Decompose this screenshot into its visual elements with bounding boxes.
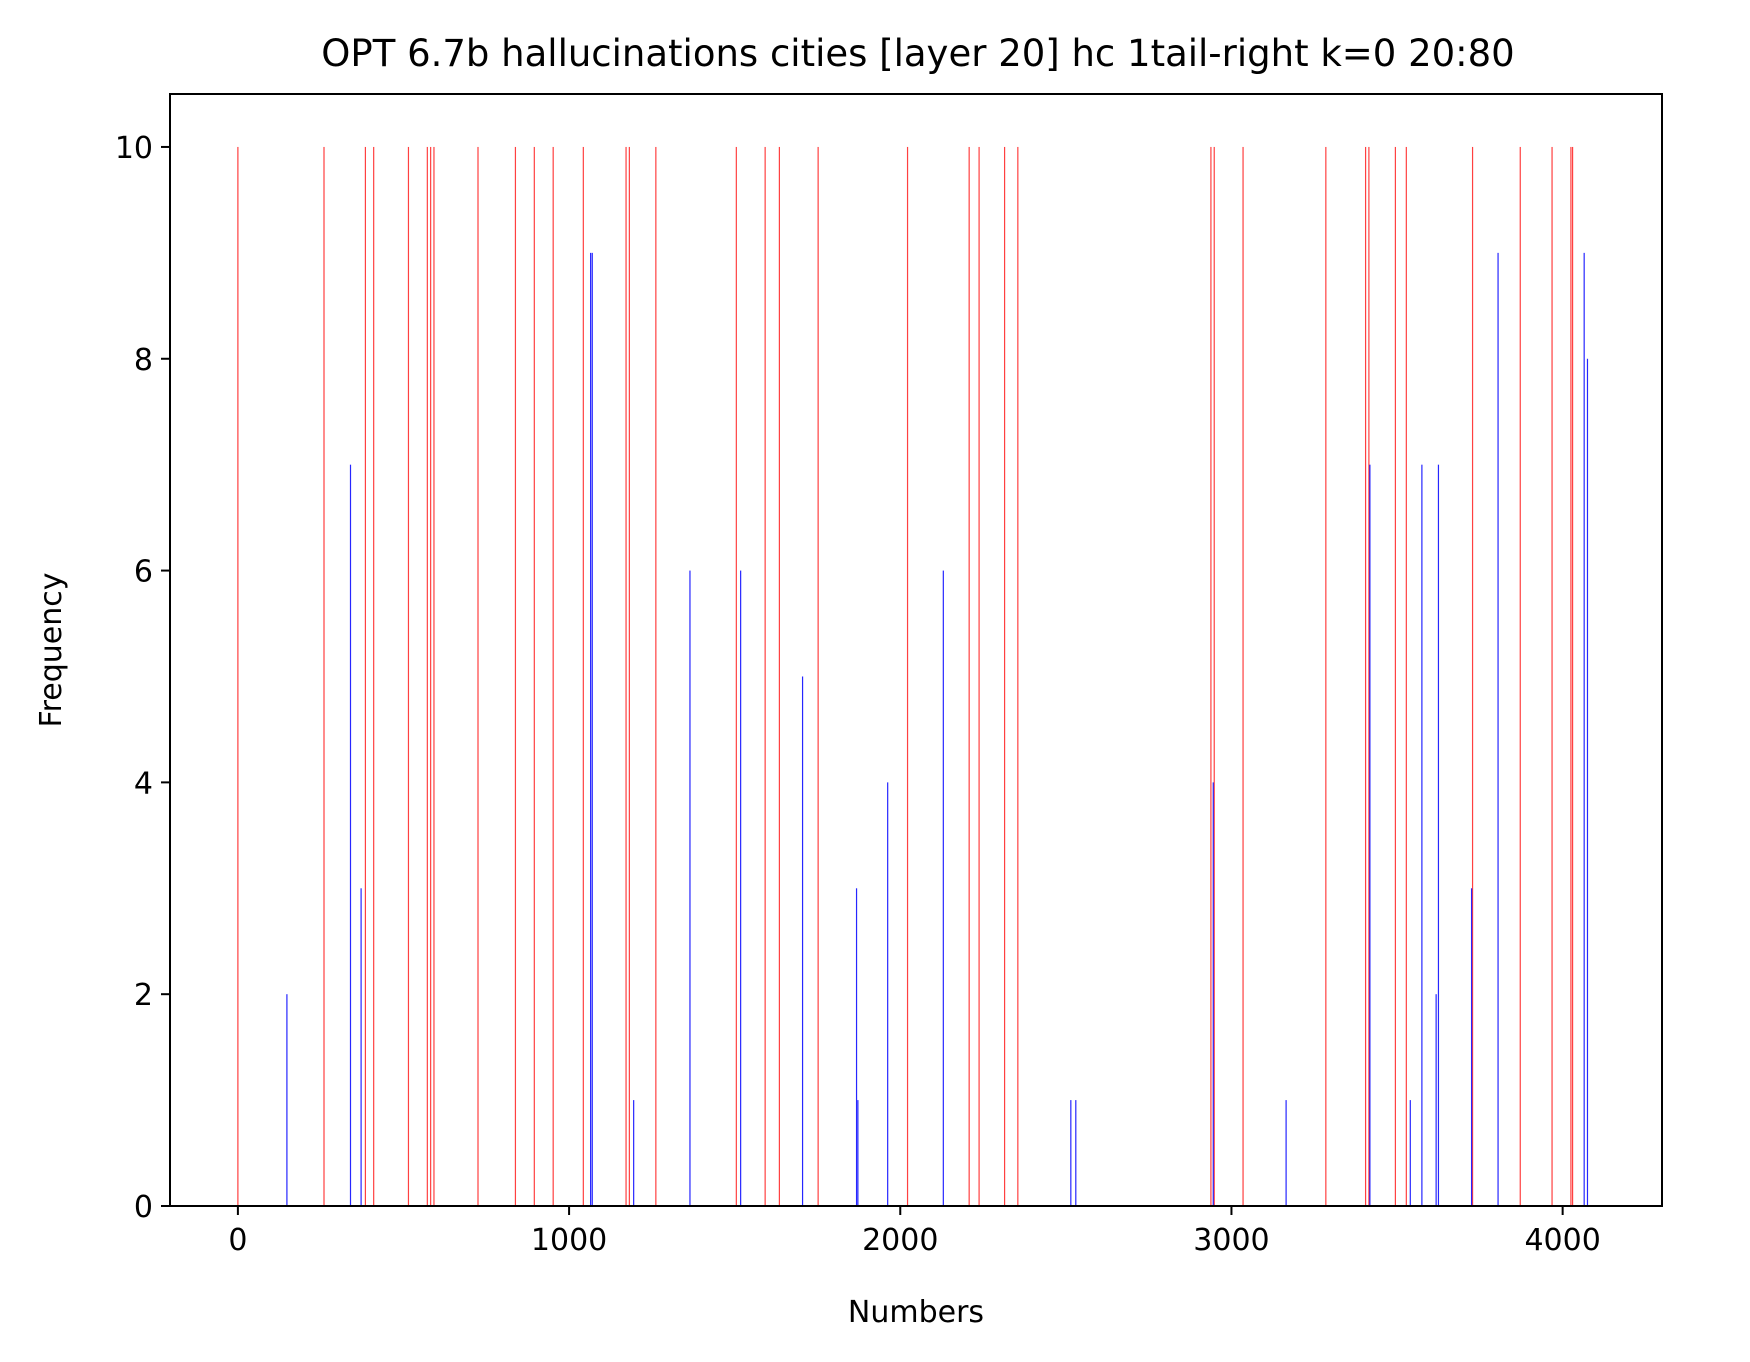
bar-blue-13 xyxy=(1070,1100,1072,1206)
bar-blue-5 xyxy=(633,1100,635,1206)
bar-red-33 xyxy=(1471,146,1474,1207)
bar-blue-20 xyxy=(1435,994,1437,1206)
bar-blue-9 xyxy=(855,888,858,1206)
bar-blue-25 xyxy=(1586,358,1589,1206)
bar-blue-16 xyxy=(1285,1100,1287,1206)
bar-red-7 xyxy=(433,146,435,1207)
bar-blue-17 xyxy=(1369,464,1371,1206)
x-axis-label: Numbers xyxy=(848,1295,984,1330)
y-axis: 0 2 4 6 8 10 xyxy=(115,131,170,1225)
y-tick-label: 8 xyxy=(134,343,153,378)
bar-red-5 xyxy=(426,146,428,1207)
bar-red-28 xyxy=(1325,146,1327,1207)
bar-red-22 xyxy=(978,146,980,1207)
bar-red-23 xyxy=(1003,146,1006,1207)
bar-red-11 xyxy=(552,146,554,1207)
bar-red-0 xyxy=(237,146,239,1207)
x-tick-label: 0 xyxy=(228,1223,247,1258)
bars-group xyxy=(237,146,1589,1207)
y-tick-label: 2 xyxy=(134,978,153,1013)
bar-blue-7 xyxy=(740,570,742,1206)
bar-blue-2 xyxy=(360,888,362,1206)
bar-blue-15 xyxy=(1212,782,1214,1206)
bar-blue-14 xyxy=(1075,1100,1077,1206)
chart-title: OPT 6.7b hallucinations cities [layer 20… xyxy=(321,32,1514,75)
bar-red-2 xyxy=(364,146,366,1207)
bar-blue-12 xyxy=(942,570,944,1206)
bar-red-1 xyxy=(323,146,325,1207)
bar-blue-6 xyxy=(689,570,691,1206)
bar-red-24 xyxy=(1017,146,1019,1207)
bar-red-9 xyxy=(514,146,517,1207)
y-axis-label: Frequency xyxy=(34,573,69,728)
bar-blue-3 xyxy=(590,252,592,1207)
bar-red-35 xyxy=(1551,146,1553,1207)
x-tick-label: 1000 xyxy=(531,1223,607,1258)
bar-red-36 xyxy=(1570,146,1572,1207)
bar-red-20 xyxy=(906,146,909,1207)
bar-blue-22 xyxy=(1470,888,1473,1206)
bar-red-32 xyxy=(1405,146,1407,1207)
bar-red-10 xyxy=(533,146,535,1207)
bar-red-12 xyxy=(582,146,584,1207)
bar-red-8 xyxy=(477,146,479,1207)
bar-blue-0 xyxy=(286,994,288,1206)
bar-blue-11 xyxy=(887,782,889,1206)
bar-red-17 xyxy=(764,146,766,1207)
x-tick-label: 2000 xyxy=(862,1223,938,1258)
bar-red-26 xyxy=(1213,146,1215,1207)
bar-blue-8 xyxy=(801,676,804,1206)
bar-red-13 xyxy=(625,146,627,1207)
bar-blue-1 xyxy=(349,464,352,1206)
bar-red-19 xyxy=(817,146,819,1207)
bar-red-16 xyxy=(735,146,737,1207)
bar-red-37 xyxy=(1571,146,1574,1207)
bar-red-15 xyxy=(655,146,657,1207)
bar-red-14 xyxy=(628,146,630,1207)
y-tick-label: 6 xyxy=(134,555,153,590)
bar-blue-10 xyxy=(857,1100,859,1206)
bar-red-21 xyxy=(968,146,970,1207)
bar-blue-23 xyxy=(1497,252,1499,1207)
bar-blue-21 xyxy=(1437,464,1440,1206)
bar-red-34 xyxy=(1519,146,1521,1207)
y-tick-label: 10 xyxy=(115,131,153,166)
bar-red-25 xyxy=(1210,146,1212,1207)
x-axis: 0 1000 2000 3000 4000 xyxy=(228,1206,1601,1258)
y-tick-label: 0 xyxy=(134,1190,153,1225)
bar-blue-4 xyxy=(591,252,593,1207)
bar-red-3 xyxy=(373,146,375,1207)
x-tick-label: 4000 xyxy=(1524,1223,1600,1258)
bar-blue-19 xyxy=(1421,464,1423,1206)
bar-red-4 xyxy=(407,146,410,1207)
bar-red-31 xyxy=(1394,146,1396,1207)
bar-red-27 xyxy=(1242,146,1244,1207)
y-tick-label: 4 xyxy=(134,766,153,801)
bar-red-18 xyxy=(778,146,780,1207)
bar-blue-18 xyxy=(1409,1100,1411,1206)
bar-red-6 xyxy=(430,146,432,1207)
bar-blue-24 xyxy=(1583,252,1585,1207)
plot-frame xyxy=(169,93,1663,1207)
bar-red-29 xyxy=(1364,146,1367,1207)
bar-red-30 xyxy=(1368,146,1370,1207)
x-tick-label: 3000 xyxy=(1193,1223,1269,1258)
